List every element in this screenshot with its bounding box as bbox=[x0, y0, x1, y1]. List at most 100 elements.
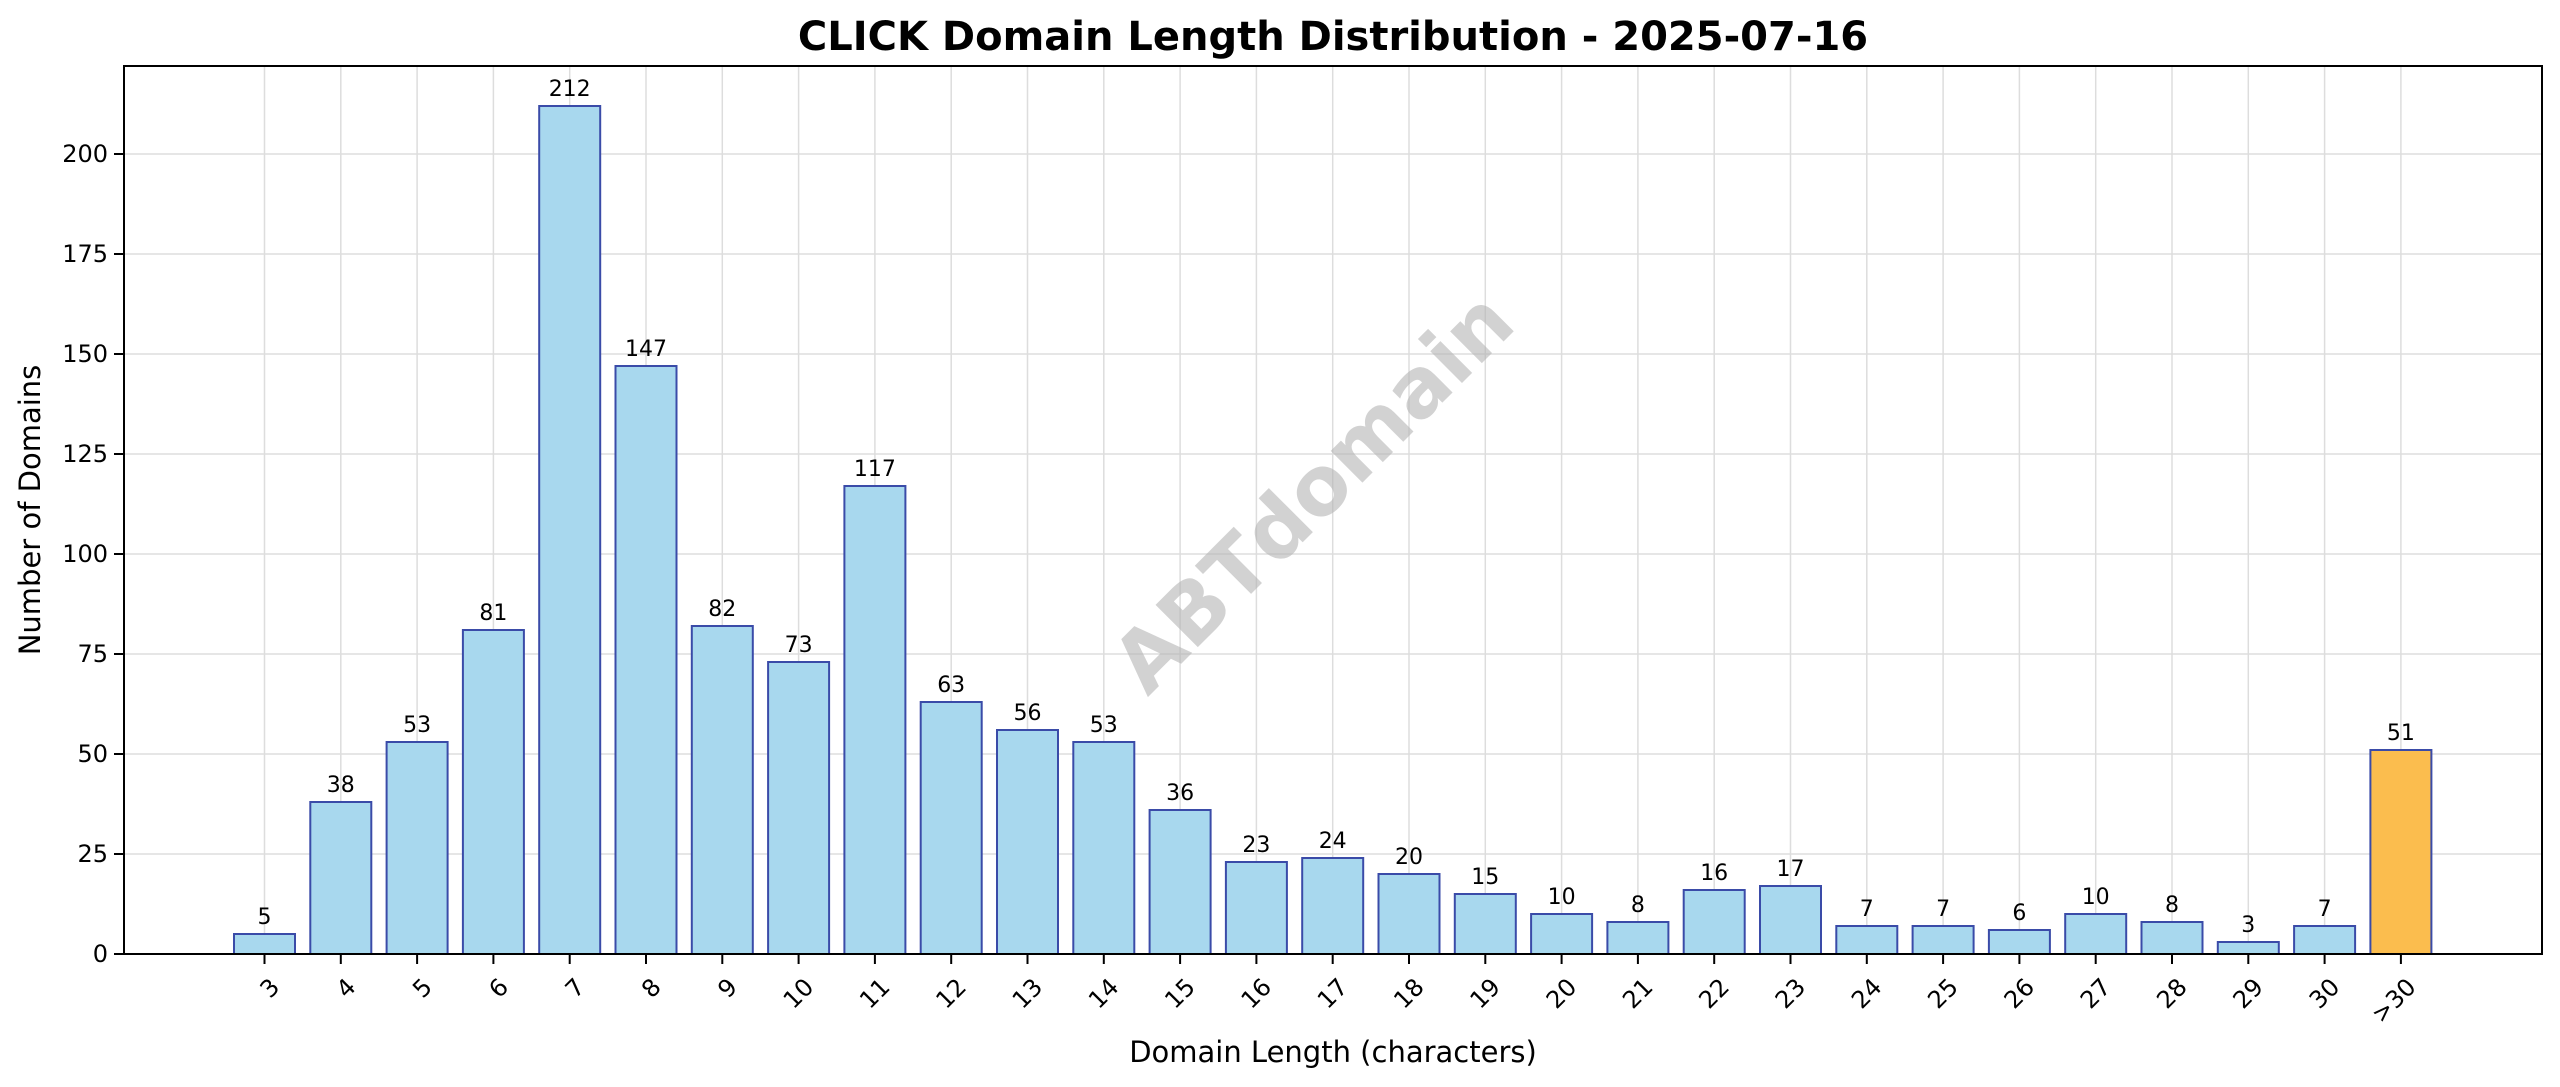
y-tick-label: 25 bbox=[77, 840, 108, 868]
data-label: 56 bbox=[1014, 701, 1042, 726]
data-label: 117 bbox=[854, 457, 896, 482]
bar-8 bbox=[614, 365, 678, 955]
bar-30 bbox=[2293, 925, 2357, 955]
bar-22 bbox=[1682, 889, 1746, 955]
data-label: 63 bbox=[937, 673, 965, 698]
data-label: 7 bbox=[1936, 897, 1950, 922]
y-tick-label: 0 bbox=[93, 940, 108, 968]
data-label: 82 bbox=[708, 597, 736, 622]
bar-23 bbox=[1759, 885, 1822, 955]
x-tick-label: 21 bbox=[1617, 973, 1658, 1014]
bar-7 bbox=[538, 105, 602, 955]
x-tick-label: 27 bbox=[2075, 973, 2116, 1014]
data-label: 3 bbox=[2241, 913, 2255, 938]
watermark: ABTdomain bbox=[1095, 274, 1533, 712]
y-tick-label: 100 bbox=[62, 540, 108, 568]
bar-5 bbox=[385, 741, 449, 955]
y-tick-label: 50 bbox=[77, 740, 108, 768]
x-tick-label: 7 bbox=[560, 973, 591, 1004]
x-tick-label: 18 bbox=[1388, 973, 1429, 1014]
x-tick-label: 17 bbox=[1312, 973, 1353, 1014]
bar-18 bbox=[1377, 873, 1441, 955]
data-label: 8 bbox=[1631, 893, 1645, 918]
x-tick-label: 19 bbox=[1465, 973, 1506, 1014]
data-label: 8 bbox=[2165, 893, 2179, 918]
data-label: 6 bbox=[2012, 901, 2026, 926]
bar-15 bbox=[1148, 809, 1212, 955]
x-tick-label: 3 bbox=[255, 973, 286, 1004]
data-label: 147 bbox=[625, 337, 667, 362]
x-tick-label: 25 bbox=[1922, 973, 1963, 1014]
bar-21 bbox=[1606, 921, 1670, 955]
y-tick-label: 175 bbox=[62, 240, 108, 268]
x-axis: 3 4 5 6 7 8 9 10 11 12 13 14 15 16 17 18 19 20 21 22 23 24 25 2… bbox=[255, 954, 2422, 1029]
data-label: 36 bbox=[1166, 781, 1194, 806]
bar-27 bbox=[2064, 913, 2128, 955]
data-label: 81 bbox=[479, 601, 507, 626]
bar-13 bbox=[996, 729, 1059, 955]
data-label: 53 bbox=[1090, 713, 1118, 738]
data-label: 7 bbox=[1860, 897, 1874, 922]
bar-26 bbox=[1987, 929, 2051, 955]
bar-24 bbox=[1835, 925, 1899, 955]
y-tick-label: 125 bbox=[62, 440, 108, 468]
x-tick-label: 12 bbox=[930, 973, 971, 1014]
y-tick-label: 150 bbox=[62, 340, 108, 368]
data-label: 53 bbox=[403, 713, 431, 738]
data-label: 10 bbox=[1548, 885, 1576, 910]
x-tick-label: 24 bbox=[1846, 973, 1887, 1014]
data-label: 5 bbox=[258, 905, 272, 930]
x-tick-label: 15 bbox=[1159, 973, 1200, 1014]
x-tick-label: 8 bbox=[636, 973, 667, 1004]
data-label: 10 bbox=[2082, 885, 2110, 910]
x-tick-label: 29 bbox=[2228, 973, 2269, 1014]
x-tick-label: 5 bbox=[407, 973, 438, 1004]
bar-14 bbox=[1072, 741, 1136, 955]
x-tick-label: 9 bbox=[712, 973, 743, 1004]
y-tick-label: 75 bbox=[77, 640, 108, 668]
bar-29 bbox=[2216, 941, 2280, 955]
bar-17 bbox=[1301, 857, 1365, 955]
x-tick-label: >30 bbox=[2366, 973, 2422, 1029]
bar-9 bbox=[690, 625, 754, 955]
bar-20 bbox=[1530, 913, 1594, 955]
bar-10 bbox=[767, 661, 831, 955]
bar-6 bbox=[461, 629, 525, 955]
x-tick-label: 6 bbox=[483, 973, 514, 1004]
bar-11 bbox=[843, 485, 907, 955]
data-label: 51 bbox=[2387, 721, 2415, 746]
x-tick-label: 4 bbox=[331, 973, 362, 1004]
x-tick-label: 13 bbox=[1007, 973, 1048, 1014]
bar-19 bbox=[1453, 893, 1517, 955]
x-axis-label: Domain Length (characters) bbox=[1129, 1035, 1537, 1069]
data-label: 23 bbox=[1242, 833, 1270, 858]
x-tick-label: 20 bbox=[1541, 973, 1582, 1014]
x-tick-label: 23 bbox=[1770, 973, 1811, 1014]
bar->30 bbox=[2369, 749, 2433, 955]
bar-3 bbox=[233, 933, 296, 955]
data-label: 212 bbox=[549, 77, 591, 102]
bar-28 bbox=[2140, 921, 2204, 955]
data-label: 38 bbox=[327, 773, 355, 798]
bar-4 bbox=[309, 801, 373, 955]
x-tick-label: 26 bbox=[1999, 973, 2040, 1014]
x-tick-label: 11 bbox=[854, 973, 895, 1014]
bars bbox=[233, 105, 2433, 955]
data-label: 24 bbox=[1319, 829, 1347, 854]
x-tick-label: 14 bbox=[1083, 973, 1124, 1014]
x-tick-label: 22 bbox=[1693, 973, 1734, 1014]
data-label: 16 bbox=[1700, 861, 1728, 886]
x-tick-label: 28 bbox=[2151, 973, 2192, 1014]
data-label: 7 bbox=[2318, 897, 2332, 922]
data-label: 73 bbox=[785, 633, 813, 658]
chart-title: CLICK Domain Length Distribution - 2025-… bbox=[798, 14, 1868, 60]
y-axis: 0 25 50 75 100 125 150 175 200 bbox=[62, 140, 124, 968]
x-tick-label: 10 bbox=[778, 973, 819, 1014]
bar-25 bbox=[1911, 925, 1975, 955]
x-tick-label: 16 bbox=[1236, 973, 1277, 1014]
data-label: 17 bbox=[1777, 857, 1805, 882]
y-axis-label: Number of Domains bbox=[13, 365, 47, 656]
bar-16 bbox=[1224, 861, 1288, 955]
